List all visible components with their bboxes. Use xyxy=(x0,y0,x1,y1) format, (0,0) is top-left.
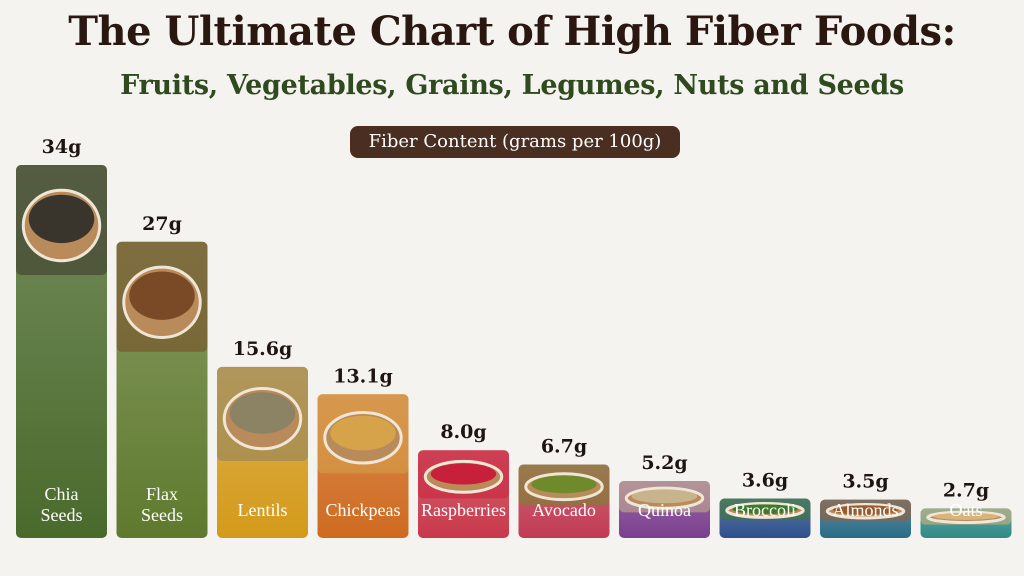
food-icon xyxy=(430,463,497,485)
bar-group: 8.0g Raspberries xyxy=(418,421,509,538)
category-label: Almonds xyxy=(832,500,898,520)
chart-subtitle: Fruits, Vegetables, Grains, Legumes, Nut… xyxy=(120,70,904,101)
category-label: Quinoa xyxy=(638,500,691,520)
food-icon xyxy=(933,512,999,520)
category-label: Broccoli xyxy=(734,500,796,520)
category-label: Avocado xyxy=(532,500,596,520)
bar-group: 5.2g Quinoa xyxy=(619,452,710,538)
category-label: Flax xyxy=(146,484,178,504)
food-icon xyxy=(330,415,396,451)
category-label: Seeds xyxy=(41,505,83,525)
category-label: Chickpeas xyxy=(326,500,401,520)
bar-group: 3.5g Almonds xyxy=(820,471,911,538)
bar-group: 15.6g Lentils xyxy=(217,338,308,538)
y-axis-label-badge: Fiber Content (grams per 100g) xyxy=(350,126,680,158)
value-label: 3.6g xyxy=(742,470,788,492)
category-label: Lentils xyxy=(238,500,288,520)
food-icon xyxy=(129,271,195,320)
food-icon xyxy=(28,194,95,244)
category-label: Oats xyxy=(950,500,983,520)
value-label: 3.5g xyxy=(842,471,888,493)
value-label: 2.7g xyxy=(943,479,989,501)
value-label: 6.7g xyxy=(541,435,587,457)
category-label: Chia xyxy=(45,484,79,504)
value-label: 8.0g xyxy=(440,421,486,443)
bar-group: 6.7g Avocado xyxy=(518,435,610,538)
bar-group: 13.1g Chickpeas xyxy=(317,365,409,538)
value-label: 27g xyxy=(142,213,182,235)
category-label: Seeds xyxy=(141,505,183,525)
food-icon xyxy=(229,392,296,434)
value-label: 5.2g xyxy=(641,452,687,474)
value-label: 13.1g xyxy=(333,365,393,387)
value-label: 15.6g xyxy=(233,338,293,360)
value-label: 34g xyxy=(42,136,82,158)
food-icon xyxy=(732,504,798,514)
food-icon xyxy=(631,489,698,504)
food-icon xyxy=(832,505,899,515)
bar-group: 3.6g Broccoli xyxy=(719,470,811,538)
category-label: Raspberries xyxy=(421,500,506,520)
food-icon xyxy=(531,475,597,494)
chart-title: The Ultimate Chart of High Fiber Foods: xyxy=(68,8,956,55)
